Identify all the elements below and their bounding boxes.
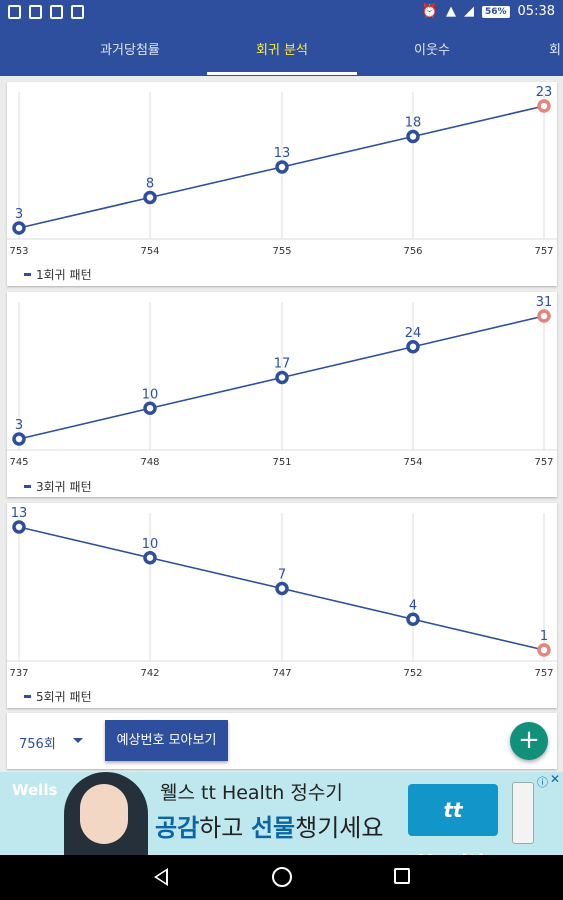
legend-5round: 5회귀 패턴 — [24, 688, 92, 705]
data-point — [143, 401, 157, 415]
data-point — [12, 520, 26, 534]
data-point — [12, 221, 26, 235]
legend-label: 5회귀 패턴 — [36, 690, 92, 704]
round-select[interactable]: 756회 — [19, 737, 56, 752]
clock: 05:38 — [517, 4, 555, 19]
x-tick-label: 751 — [272, 457, 291, 468]
data-label: 13 — [11, 506, 28, 521]
ad-tagline-part: 챙기세요 — [295, 814, 384, 842]
data-label: 10 — [142, 387, 159, 402]
legend-swatch — [24, 273, 31, 276]
regression-card-3: 745 748 751 754 757 3 10 17 24 31 3회귀 패턴 — [7, 292, 557, 497]
x-tick-label: 752 — [403, 668, 422, 679]
data-label: 1 — [540, 629, 548, 644]
legend-3round: 3회귀 패턴 — [24, 478, 92, 495]
x-tick-label: 748 — [140, 457, 159, 468]
legend-label: 1회귀 패턴 — [36, 268, 92, 282]
data-point — [275, 370, 289, 385]
tab-past-win-rate[interactable]: 과거당첨률 — [100, 43, 160, 58]
legend-1round: 1회귀 패턴 — [24, 266, 92, 283]
ad-product-image — [512, 782, 534, 844]
legend-label: 3회귀 패턴 — [36, 480, 92, 494]
data-point — [275, 160, 289, 174]
x-tick-label: 757 — [534, 457, 553, 468]
chart-5round: 737 742 747 752 757 13 10 7 4 1 — [7, 506, 557, 679]
x-tick-label: 754 — [403, 457, 422, 468]
chart-1round: 753 754 755 756 757 3 8 13 18 23 — [7, 85, 557, 257]
ad-tagline-part: 선물 — [250, 814, 296, 842]
ad-tagline-part: 하고 — [199, 814, 251, 842]
data-point — [406, 612, 420, 626]
data-label: 10 — [142, 537, 159, 552]
chart-3round: 745 748 751 754 757 3 10 17 24 31 — [7, 295, 557, 468]
data-point — [275, 581, 289, 596]
data-point — [406, 129, 420, 144]
ad-banner[interactable]: Wells 웰스 tt Health 정수기 공감하고 선물챙기세요 tt He… — [0, 772, 563, 855]
status-bar: ⏰ ▲ ◢ 56% 05:38 — [0, 0, 563, 26]
bottom-action-bar: 756회 예상번호 모아보기 + — [7, 713, 557, 769]
recent-apps-icon[interactable] — [394, 868, 410, 884]
data-label: 3 — [15, 418, 23, 433]
x-tick-label: 755 — [272, 246, 291, 257]
tab-next[interactable]: 회 — [549, 43, 561, 58]
tab-bar: 과거당첨률 회귀 분석 이웃수 회 — [0, 26, 563, 76]
active-tab-indicator — [207, 72, 357, 75]
data-label: 13 — [274, 146, 291, 161]
ad-brand-logo: Wells — [12, 781, 58, 799]
x-tick-label: 754 — [140, 246, 159, 257]
battery-icon: 56% — [481, 5, 510, 18]
regression-card-1: 753 754 755 756 757 3 8 13 18 23 1회귀 패턴 — [7, 82, 557, 286]
home-icon[interactable] — [272, 867, 292, 887]
signal-icon: ◢ — [463, 4, 474, 19]
x-tick-label: 742 — [140, 668, 159, 679]
x-tick-label: 737 — [9, 668, 28, 679]
predicted-point — [537, 309, 551, 323]
tab-neighbor-count[interactable]: 이웃수 — [414, 43, 450, 58]
data-point — [143, 551, 157, 565]
ad-headline: 웰스 tt Health 정수기 — [160, 782, 343, 804]
sim-icon — [50, 5, 63, 19]
tab-regression-analysis[interactable]: 회귀 분석 — [256, 43, 308, 58]
add-fab-button[interactable]: + — [510, 722, 548, 760]
data-point — [406, 340, 420, 354]
wifi-icon: ▲ — [445, 4, 456, 19]
x-tick-label: 753 — [9, 246, 28, 257]
data-label: 31 — [536, 295, 553, 310]
predicted-point — [537, 643, 551, 657]
regression-card-5: 737 742 747 752 757 13 10 7 4 1 5회귀 패턴 — [7, 503, 557, 708]
data-label: 17 — [274, 357, 291, 372]
ad-tagline: 공감하고 선물챙기세요 — [155, 808, 383, 843]
back-icon[interactable] — [154, 868, 168, 886]
legend-swatch — [24, 485, 31, 488]
data-label: 4 — [409, 598, 417, 613]
data-point — [143, 190, 157, 205]
x-tick-label: 757 — [534, 246, 553, 257]
dropdown-caret-icon[interactable] — [73, 738, 83, 743]
ad-person-face — [80, 784, 128, 844]
system-nav-bar — [0, 855, 563, 900]
ad-close-icon[interactable]: ✕ — [550, 772, 561, 786]
data-label: 7 — [278, 568, 286, 583]
data-label: 3 — [15, 207, 23, 222]
legend-swatch — [24, 695, 31, 698]
data-label: 8 — [146, 177, 154, 192]
x-tick-label: 756 — [403, 246, 422, 257]
data-label: 18 — [405, 116, 422, 131]
alarm-icon: ⏰ — [421, 4, 438, 19]
ad-info-icon[interactable]: ⓘ — [537, 776, 548, 789]
ad-tagline-part: 공감 — [155, 814, 200, 842]
predicted-point — [537, 99, 551, 113]
file-icon — [71, 5, 84, 19]
data-label: 24 — [405, 326, 422, 341]
x-tick-label: 745 — [9, 457, 28, 468]
mail-icon — [29, 5, 42, 19]
predict-numbers-button[interactable]: 예상번호 모아보기 — [105, 720, 228, 761]
data-label: 23 — [536, 85, 553, 100]
x-tick-label: 757 — [534, 668, 553, 679]
x-tick-label: 747 — [272, 668, 291, 679]
ad-product-logo: tt Health — [408, 784, 498, 855]
image-icon — [8, 5, 21, 19]
data-point — [12, 432, 26, 446]
